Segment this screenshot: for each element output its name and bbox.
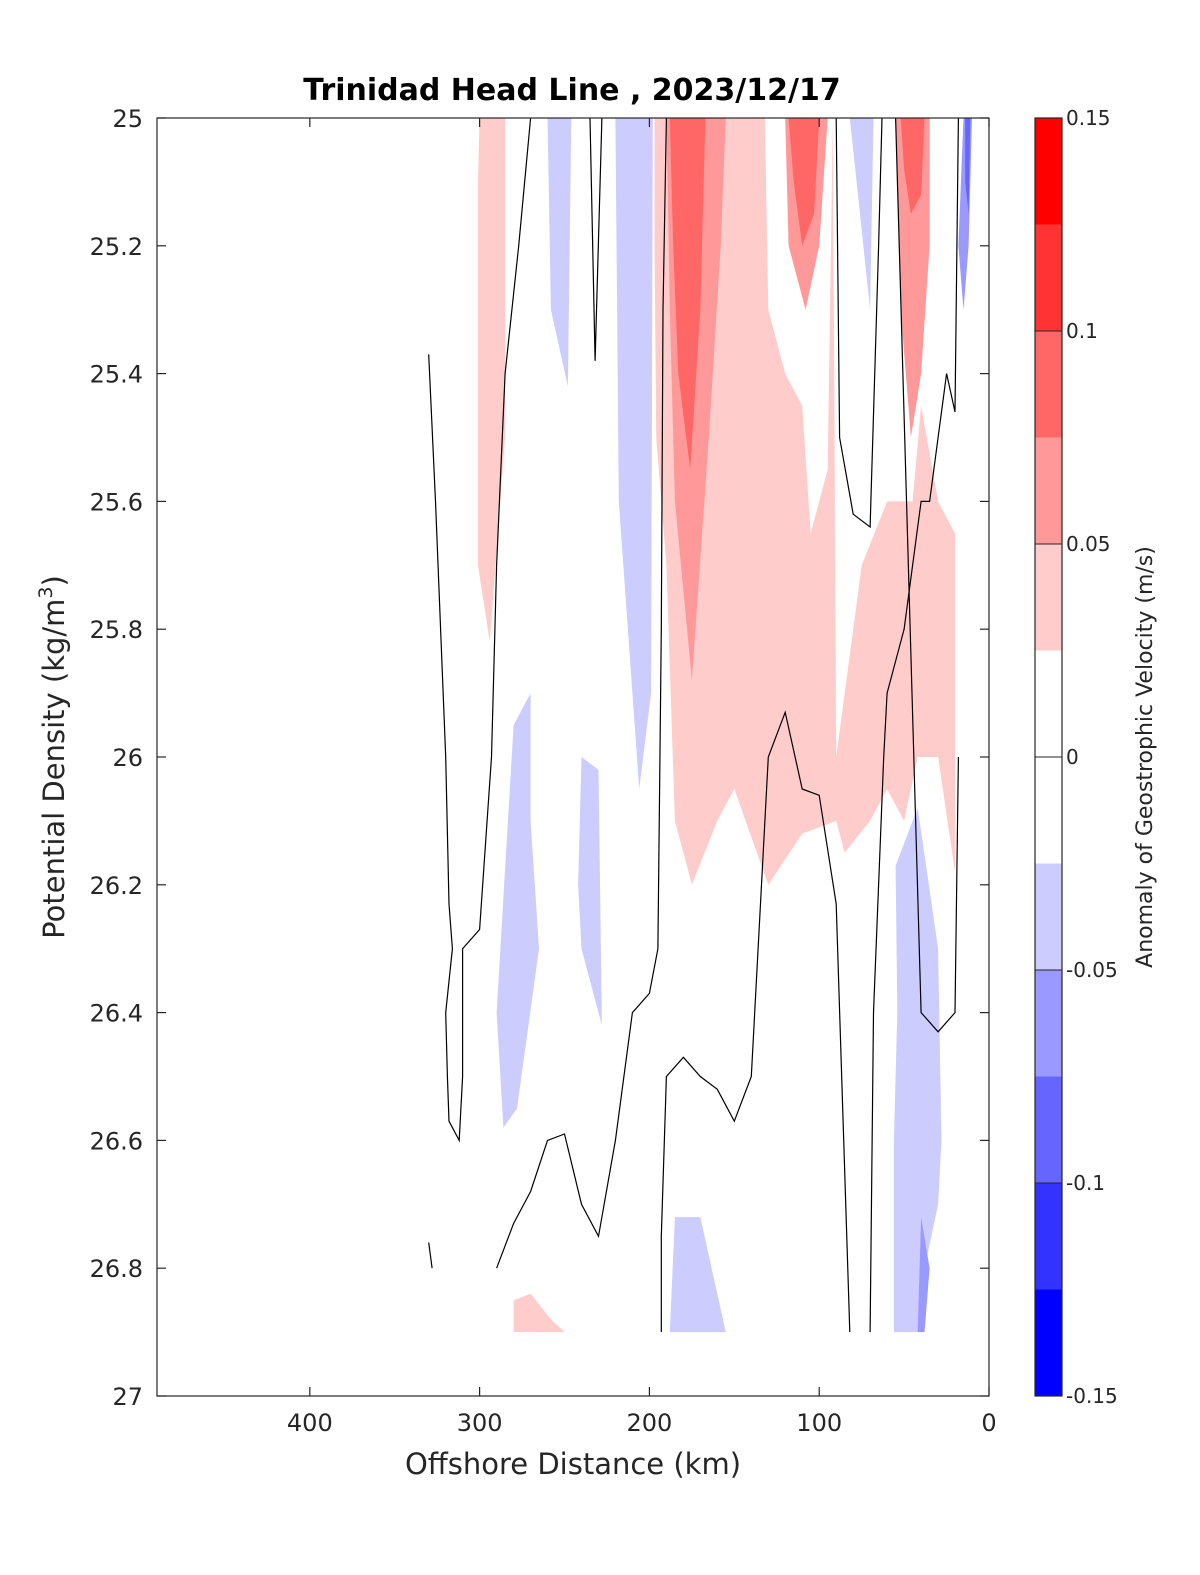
colorbar-swatch [1035,118,1062,225]
contour-line-5 [869,118,959,1333]
colorbar-label: Anomaly of Geostrophic Velocity (m/s) [1133,546,1158,968]
colorbar-swatch [1035,970,1062,1077]
y-tick-label: 27 [112,1383,143,1411]
zero-contour-lines [428,118,959,1333]
contour-line-6 [835,118,883,529]
x-tick-label: 100 [796,1409,842,1437]
y-tick-label: 25.8 [90,616,143,644]
colorbar-tick-label: 0.05 [1066,532,1111,556]
y-tick-label: 26.6 [90,1127,143,1155]
velocity-region-16 [917,1217,930,1333]
contour-line-3 [589,118,603,361]
colorbar-swatch [1035,224,1062,331]
velocity-region-14 [669,1217,726,1333]
colorbar-tick-label: -0.1 [1066,1171,1105,1195]
colorbar-tick-label: -0.15 [1066,1384,1118,1408]
x-tick-label: 300 [457,1409,503,1437]
plot-area: 400 300 200 100 0 25 25.2 25.4 25.6 25.8 26 26.2 26… [90,105,997,1437]
velocity-region-7 [788,118,820,246]
x-tick-label: 200 [627,1409,673,1437]
y-tick-label: 26 [112,744,143,772]
colorbar-swatch [1035,1289,1062,1396]
contour-line-4 [660,710,851,1333]
velocity-region-5 [895,118,930,438]
y-tick-label: 25.6 [90,488,143,516]
chart-title: Trinidad Head Line , 2023/12/17 [303,73,840,108]
x-tick-label: 400 [287,1409,333,1437]
contour-line-0 [428,118,532,1143]
colorbar-tick-label: -0.05 [1066,958,1118,982]
y-tick-label: 26.2 [90,872,143,900]
y-tick-label: 25.2 [90,233,143,261]
velocity-region-6 [669,118,706,470]
colorbar-tick-label: 0.1 [1066,319,1098,343]
velocity-region-2 [513,1293,582,1333]
colorbar-tick-label: 0 [1066,745,1079,769]
contour-line-7 [895,118,959,1033]
colorbar-ticks: 0.15 0.1 0.05 0 -0.05 -0.1 -0.15 [1035,106,1118,1408]
velocity-region-15 [893,808,942,1333]
velocity-region-10 [615,118,653,789]
y-axis-label: Potential Density (kg/m3) [35,575,71,939]
x-axis: 400 300 200 100 0 [287,118,997,1437]
velocity-region-12 [496,693,539,1128]
colorbar-swatch [1035,544,1062,651]
colorbar-tick-label: 0.15 [1066,106,1111,130]
y-tick-label: 26.4 [90,1000,143,1028]
x-tick-label: 0 [981,1409,996,1437]
x-axis-label: Offshore Distance (km) [405,1447,741,1481]
y-axis: 25 25.2 25.4 25.6 25.8 26 26.2 26.4 26.6 26.8 27 [90,105,989,1411]
colorbar-swatch [1035,331,1062,438]
velocity-region-13 [578,757,602,1026]
colorbar-swatch [1035,1183,1062,1290]
y-tick-label: 25 [112,105,143,133]
velocity-region-0 [477,118,506,642]
colorbar: 0.15 0.1 0.05 0 -0.05 -0.1 -0.15 Anomaly of Ge… [1034,106,1158,1408]
velocity-region-9 [547,118,572,387]
contour-line-2 [496,118,667,1269]
velocity-region-8 [900,118,925,214]
velocity-region-18 [965,118,971,214]
contour-line-1 [428,1242,433,1269]
colorbar-swatch [1035,863,1062,970]
velocity-anomaly-fills [477,118,972,1333]
colorbar-swatch [1035,437,1062,544]
y-tick-label: 25.4 [90,361,143,389]
colorbar-swatch [1035,1076,1062,1183]
velocity-region-11 [849,118,874,310]
y-tick-label: 26.8 [90,1255,143,1283]
